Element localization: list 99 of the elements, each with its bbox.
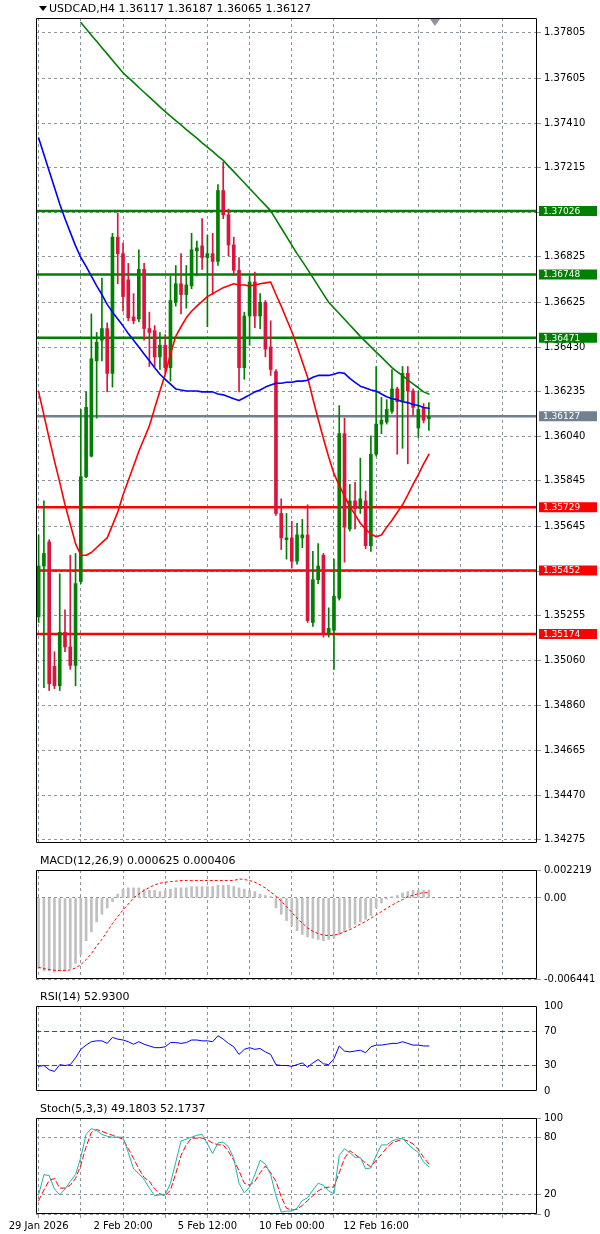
y-tick-label: 20 [544, 1188, 557, 1200]
bar [290, 898, 294, 926]
y-tick-label: 1.36430 [544, 340, 586, 352]
bar [395, 895, 399, 898]
bar [95, 898, 98, 923]
bar [264, 895, 267, 898]
ref-line-label: 1.37026 [543, 205, 581, 216]
bar [105, 898, 109, 909]
bar [285, 898, 288, 921]
ref-line-label: 1.35174 [543, 628, 581, 639]
x-tick-label: 2 Feb 20:00 [93, 1219, 153, 1231]
bar [364, 898, 367, 920]
bar [422, 890, 425, 898]
candlestick [405, 366, 410, 465]
y-tick-label: 1.34860 [544, 699, 586, 711]
y-tick-label: 30 [544, 1059, 557, 1071]
chart-title: RSI(14) 52.9300 [40, 990, 130, 1004]
bar [68, 898, 72, 969]
y-tick-label: 1.36625 [544, 296, 586, 308]
bar [190, 886, 193, 898]
y-tick-label: 1.34275 [544, 833, 586, 845]
bar [153, 890, 156, 898]
bar [148, 890, 151, 898]
bar [126, 887, 130, 898]
x-tick-label: 5 Feb 12:00 [177, 1219, 238, 1231]
x-tick-label: 12 Feb 16:00 [343, 1219, 409, 1231]
bar [53, 898, 56, 973]
bar [232, 886, 236, 898]
y-tick-label: 1.35060 [544, 653, 586, 665]
bar [206, 886, 209, 898]
ref-line-label: 1.35729 [543, 502, 581, 513]
bar [248, 890, 251, 898]
y-tick-label: 1.36825 [544, 250, 586, 262]
y-tick-label: 100 [544, 1111, 564, 1123]
bar [359, 898, 362, 923]
bar [47, 898, 51, 972]
y-tick-label: 80 [544, 1130, 557, 1142]
bar [300, 898, 304, 935]
ref-line-label: 1.36127 [543, 411, 581, 422]
y-tick-label: 1.35845 [544, 474, 586, 486]
bar [227, 885, 230, 898]
chart-title: USDCAD,H4 1.36117 1.36187 1.36065 1.36127 [49, 2, 311, 16]
bar [343, 898, 346, 933]
bar [90, 898, 93, 933]
y-tick-label: 0.00 [544, 891, 567, 903]
candlestick [395, 386, 400, 455]
bar [37, 898, 40, 969]
bar [211, 886, 214, 898]
bar [79, 898, 83, 955]
y-tick-label: 1.37805 [544, 26, 586, 38]
y-tick-label: 70 [544, 1025, 557, 1037]
y-tick-label: 1.37215 [544, 161, 586, 173]
bar [74, 898, 77, 964]
y-tick-label: 0 [544, 1207, 551, 1219]
candlestick [353, 482, 357, 530]
bar [401, 892, 404, 898]
x-tick-label: 10 Feb 00:00 [258, 1219, 325, 1231]
chart-title: MACD(12,26,9) 0.000625 0.000406 [40, 854, 236, 868]
candlestick [68, 554, 73, 670]
ref-line-label: 1.36748 [543, 269, 581, 280]
bar [174, 887, 178, 898]
bar [163, 890, 167, 898]
bar [322, 898, 325, 942]
y-tick-label: 1.36040 [544, 429, 586, 441]
y-tick-label: 100 [544, 999, 564, 1011]
bar [58, 898, 62, 972]
y-tick-label: 1.36235 [544, 385, 586, 397]
y-tick-label: 0 [544, 1084, 551, 1096]
line-series [38, 878, 430, 972]
bar [221, 885, 225, 898]
candlestick [427, 402, 431, 431]
bar [327, 898, 331, 940]
chart-title: Stoch(5,3,3) 49.1803 52.1737 [40, 1102, 206, 1116]
bar [169, 888, 172, 898]
ref-line-label: 1.36471 [543, 332, 581, 343]
bar [111, 898, 114, 903]
bar [337, 898, 341, 935]
bar [380, 898, 383, 904]
y-tick-label: 1.37605 [544, 72, 586, 84]
bar [132, 887, 135, 898]
y-tick-label: 1.34470 [544, 788, 586, 800]
y-tick-label: -0.006441 [544, 972, 596, 984]
x-tick-label: 29 Jan 2026 [8, 1219, 69, 1231]
bar [279, 898, 283, 915]
bar [184, 887, 188, 898]
candlestick [179, 253, 183, 315]
bar [306, 898, 309, 938]
bar [417, 890, 420, 898]
y-tick-label: 1.35645 [544, 520, 586, 532]
y-tick-label: 0.002219 [544, 863, 592, 875]
y-tick-label: 1.37410 [544, 116, 586, 128]
bar [348, 898, 352, 929]
candlestick [42, 500, 46, 688]
y-tick-label: 1.34665 [544, 744, 586, 756]
candlestick [200, 218, 204, 270]
bar [116, 893, 120, 898]
ref-line-label: 1.35452 [543, 565, 581, 576]
y-tick-label: 1.35255 [544, 609, 586, 621]
bar [242, 888, 246, 898]
